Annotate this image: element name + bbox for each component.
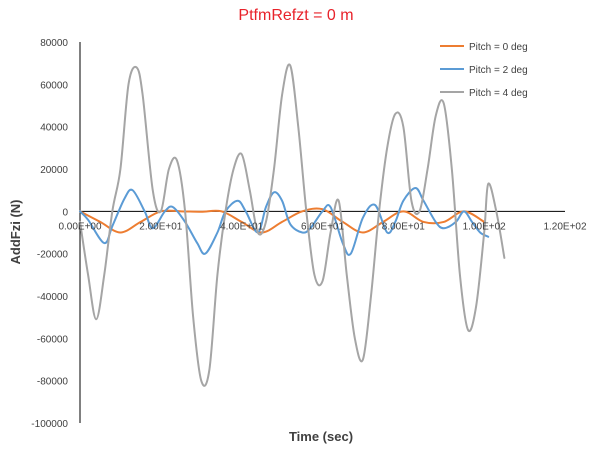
y-tick-label: -40000: [37, 292, 69, 303]
y-tick-label: -20000: [37, 250, 69, 261]
x-tick-label: 2.00E+01: [139, 221, 183, 232]
y-tick-label: 60000: [40, 80, 68, 91]
x-tick-label: 4.00E+01: [220, 221, 264, 232]
series-line-2: [79, 187, 490, 256]
legend-label-2: Pitch = 2 deg: [469, 65, 528, 76]
x-tick-label: 8.00E+01: [382, 221, 426, 232]
legend-label-1: Pitch = 0 deg: [469, 42, 528, 53]
y-tick-label: 40000: [40, 123, 68, 134]
x-axis-title: Time (sec): [289, 429, 353, 444]
tick-labels: 80000 60000 40000 20000 0 -20000 -40000 -60000 -…: [31, 38, 587, 430]
y-tick-label: 80000: [40, 38, 68, 49]
x-tick-label: 6.00E+01: [301, 221, 345, 232]
x-tick-label: 0.00E+00: [58, 221, 102, 232]
y-axis-title: AddFzi (N): [8, 200, 23, 265]
legend-label-3: Pitch = 4 deg: [469, 88, 528, 99]
legend: Pitch = 0 deg Pitch = 2 deg Pitch = 4 deg: [440, 42, 528, 99]
y-tick-label: -100000: [31, 419, 68, 430]
y-tick-label: 0: [62, 207, 68, 218]
series-lines: [79, 63, 506, 387]
series-line-3: [79, 63, 506, 387]
axes: [79, 42, 565, 423]
y-tick-label: 20000: [40, 165, 68, 176]
x-tick-label: 1.20E+02: [543, 221, 587, 232]
y-tick-label: -80000: [37, 377, 69, 388]
x-tick-label: 1.00E+02: [463, 221, 507, 232]
y-tick-label: -60000: [37, 334, 69, 345]
chart-title: PtfmRefzt = 0 m: [238, 7, 353, 24]
